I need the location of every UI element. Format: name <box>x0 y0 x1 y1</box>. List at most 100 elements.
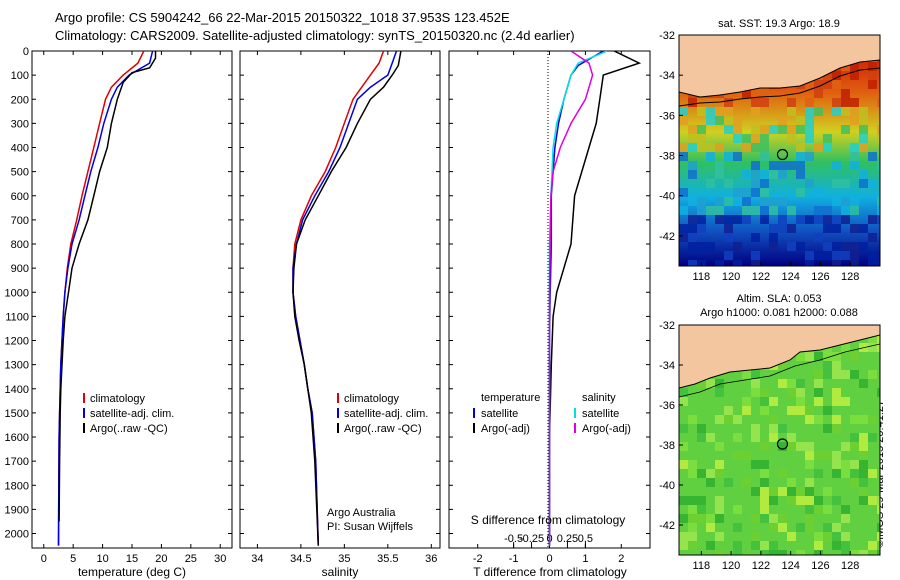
map-cell <box>778 116 787 125</box>
map-cell <box>805 496 814 505</box>
map-cell <box>823 406 832 415</box>
sst-map-frame <box>678 34 881 267</box>
map-cell <box>814 451 823 460</box>
map-cell <box>796 406 805 415</box>
map-cell <box>787 206 796 215</box>
map-cell <box>796 487 805 496</box>
map-cell <box>697 496 706 505</box>
map-cell <box>688 197 697 206</box>
map-cell <box>679 143 688 152</box>
map-cell <box>814 532 823 541</box>
y-tick-label: 1000 <box>5 287 29 299</box>
y-tick-label: 1200 <box>5 336 29 348</box>
map-cell <box>841 125 850 134</box>
map-cell <box>715 496 724 505</box>
map-cell <box>814 352 823 361</box>
map-cell <box>706 116 715 125</box>
map-cell <box>751 170 760 179</box>
map-cell <box>724 152 733 161</box>
legend-label-t-argo: Argo(-adj) <box>481 423 530 435</box>
x-tick-label: 124 <box>781 560 799 572</box>
map-cell <box>850 197 859 206</box>
map-cell <box>868 343 877 352</box>
map-cell <box>679 233 688 242</box>
map-cell <box>859 550 868 555</box>
map-cell <box>751 370 760 379</box>
map-cell <box>724 478 733 487</box>
map-cell <box>859 442 868 451</box>
map-cell <box>868 550 877 555</box>
map-cell <box>859 496 868 505</box>
map-cell <box>778 361 787 370</box>
map-cell <box>832 415 841 424</box>
x-tick-label: -1 <box>509 553 519 565</box>
map-cell <box>805 179 814 188</box>
map-cell <box>877 505 880 514</box>
map-cell <box>868 334 877 343</box>
map-cell <box>796 379 805 388</box>
map-cell <box>850 415 859 424</box>
map-cell <box>751 433 760 442</box>
map-cell <box>724 116 733 125</box>
map-cell <box>778 379 787 388</box>
map-cell <box>868 233 877 242</box>
map-cell <box>697 125 706 134</box>
legend-label-s-argo: Argo(-adj) <box>582 423 631 435</box>
x-tick-label: 128 <box>841 271 859 283</box>
map-cell <box>823 143 832 152</box>
map-cell <box>859 116 868 125</box>
map-cell <box>760 98 769 107</box>
map-cell <box>760 188 769 197</box>
map-cell <box>850 98 859 107</box>
salinity-panel: 34 34.5 35 35.5 36 salinity climatology sate… <box>239 50 441 579</box>
map-cell <box>850 433 859 442</box>
map-cell <box>814 215 823 224</box>
map-cell <box>805 116 814 125</box>
map-cell <box>706 206 715 215</box>
map-cell <box>688 260 697 266</box>
legend-label-t-satellite: satellite <box>481 408 518 420</box>
map-cell <box>787 496 796 505</box>
map-cell <box>769 433 778 442</box>
map-cell <box>733 188 742 197</box>
map-cell <box>814 415 823 424</box>
map-cell <box>859 460 868 469</box>
map-cell <box>760 125 769 134</box>
series-line-argo-raw-qc <box>292 51 402 546</box>
map-cell <box>742 406 751 415</box>
map-cell <box>841 179 850 188</box>
map-cell <box>733 125 742 134</box>
map-cell <box>868 469 877 478</box>
map-cell <box>832 260 841 266</box>
sla-map-panel: Altim. SLA: 0.053 Argo h1000: 0.081 h200… <box>659 293 881 572</box>
map-cell <box>850 224 859 233</box>
map-cell <box>796 215 805 224</box>
map-cell <box>850 478 859 487</box>
map-cell <box>787 224 796 233</box>
map-cell <box>733 451 742 460</box>
map-cell <box>715 161 724 170</box>
map-cell <box>850 469 859 478</box>
map-cell <box>823 361 832 370</box>
map-cell <box>715 116 724 125</box>
y-tick-label: -38 <box>659 440 675 452</box>
map-cell <box>751 260 760 266</box>
map-cell <box>742 397 751 406</box>
map-cell <box>832 80 841 89</box>
map-cell <box>850 550 859 555</box>
map-cell <box>814 550 823 555</box>
map-cell <box>787 161 796 170</box>
map-cell <box>823 352 832 361</box>
s-tick-label: -0.5 <box>504 533 523 545</box>
map-cell <box>841 442 850 451</box>
legend-label-satellite: satellite-adj. clim. <box>344 408 428 420</box>
map-cell <box>805 514 814 523</box>
legend-label-s-satellite: satellite <box>582 408 619 420</box>
map-cell <box>823 532 832 541</box>
map-cell <box>877 251 880 260</box>
map-cell <box>769 514 778 523</box>
map-cell <box>760 541 769 550</box>
map-cell <box>751 514 760 523</box>
y-tick-label: -34 <box>659 360 675 372</box>
map-cell <box>751 125 760 134</box>
